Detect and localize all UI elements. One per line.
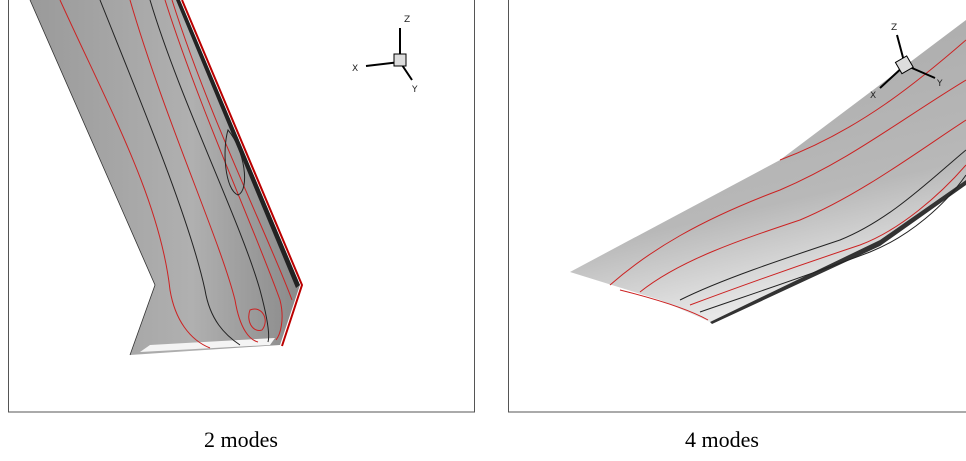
axis-label: Y xyxy=(411,85,418,95)
figure: Z X Y 2 modes Z X xyxy=(0,0,966,461)
axis-label: X xyxy=(352,64,358,74)
panel: Z X Y 2 modes xyxy=(9,0,475,452)
panel: Z X Y 4 modes xyxy=(509,0,966,452)
axis-label: X xyxy=(870,91,876,101)
caption: 2 modes xyxy=(204,427,278,452)
axis-label: Y xyxy=(936,79,943,89)
caption: 4 modes xyxy=(685,427,759,452)
axis-label: Z xyxy=(891,23,897,33)
axis-label: Z xyxy=(404,15,410,25)
